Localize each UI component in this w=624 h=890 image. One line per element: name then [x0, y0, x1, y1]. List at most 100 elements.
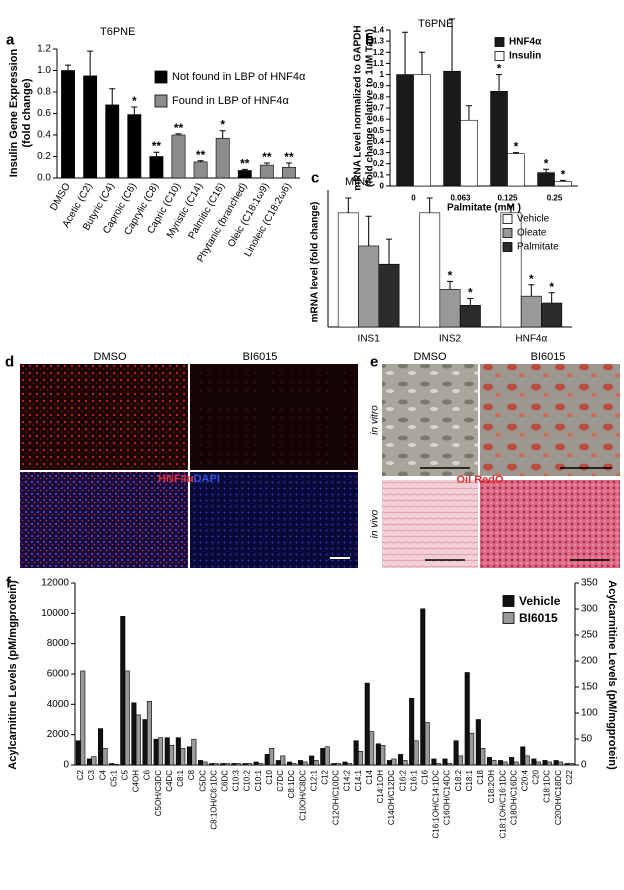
error-bar — [559, 179, 566, 182]
y-tick-label: 0.9 — [373, 81, 385, 90]
x-tick-label: C7DC — [276, 770, 285, 792]
bar — [535, 761, 541, 766]
x-tick-label: C8:1DC — [287, 770, 296, 799]
error-bar — [175, 133, 182, 135]
x-tick-label: C22 — [565, 769, 574, 784]
bar — [513, 761, 519, 766]
error-bar — [508, 205, 514, 213]
bar — [149, 156, 164, 179]
x-tick-label: 0.25 — [547, 194, 563, 203]
x-tick-label: C3 — [87, 769, 96, 780]
x-tick-label: C10OH/C8DC — [298, 770, 307, 821]
y-tick-label: 1.1 — [373, 59, 385, 68]
x-tick-label: C2 — [76, 769, 85, 780]
significance: ** — [240, 156, 250, 170]
bar — [542, 760, 548, 766]
y-tick-label: 8000 — [47, 638, 70, 649]
bar — [337, 212, 359, 328]
y-tick-label: 0.6 — [373, 115, 385, 124]
bar — [486, 757, 492, 766]
bar — [375, 743, 381, 766]
bar — [253, 761, 259, 766]
bar — [213, 763, 219, 766]
bar — [364, 682, 370, 766]
bar — [509, 757, 515, 766]
y-tick-label: 12000 — [41, 578, 69, 589]
y-tick-label: 150 — [581, 682, 598, 693]
bar — [546, 761, 552, 766]
x-tick-label: C10:2 — [243, 769, 252, 791]
y-tick-label: 200 — [581, 656, 598, 667]
x-tick-label: C8:1 — [176, 769, 185, 786]
bar — [175, 737, 181, 766]
bar — [202, 761, 208, 766]
y-axis-label: (fold change) — [21, 78, 33, 147]
y-tick-label: 0.4 — [37, 130, 51, 141]
bar — [193, 161, 208, 179]
x-tick-label: C10 — [265, 769, 274, 784]
bar — [435, 763, 441, 766]
bar — [459, 305, 481, 328]
legend-label: Found in LBP of HNF4α — [172, 95, 289, 107]
significance: * — [497, 62, 502, 76]
x-tick-label: C14:1OH — [376, 770, 385, 804]
bar — [353, 740, 359, 766]
error-bar — [197, 160, 204, 162]
y-axis-label: mRNA level (fold change) — [310, 202, 321, 323]
bar — [298, 760, 304, 766]
error-bar — [365, 215, 372, 246]
legend-label: Not found in LBP of HNF4α — [172, 71, 306, 83]
x-tick-label: 0 — [411, 194, 416, 203]
error-bar — [263, 162, 270, 166]
x-tick-label: C10:1 — [254, 769, 263, 791]
y-tick-label: 0.2 — [37, 151, 51, 162]
bar — [480, 748, 486, 766]
legend-label: Vehicle — [517, 214, 550, 225]
x-tick-label: C4DC — [165, 770, 174, 792]
bar — [386, 760, 392, 766]
legend-swatch — [502, 612, 515, 624]
bar — [378, 263, 400, 328]
x-tick-label: C16 — [421, 769, 430, 784]
bar — [409, 697, 415, 766]
bar — [131, 702, 137, 766]
x-tick-label: C18:2 — [454, 769, 463, 791]
bar — [246, 763, 252, 766]
y-tick-label: 250 — [581, 630, 598, 641]
x-tick-label: C5 — [121, 769, 130, 780]
error-bar — [285, 162, 292, 168]
legend-swatch — [502, 228, 513, 238]
bar — [402, 760, 408, 766]
legend-swatch — [154, 70, 168, 84]
column-label: BI6015 — [531, 351, 566, 363]
x-tick-label: C6DC — [221, 770, 230, 792]
bar — [431, 758, 437, 766]
y-tick-label: 10000 — [41, 608, 69, 619]
bar — [324, 746, 330, 766]
y-tick-label: 50 — [581, 734, 593, 745]
panel-letter: f — [6, 575, 12, 592]
bar — [302, 761, 308, 766]
error-bar — [241, 168, 248, 171]
bar — [309, 755, 315, 766]
bar — [420, 608, 426, 766]
error-bar — [386, 238, 392, 265]
bar — [554, 181, 572, 187]
legend-swatch — [502, 242, 513, 252]
bar — [342, 761, 348, 766]
y-tick-label: 0.3 — [373, 148, 385, 157]
y-tick-label: 0.8 — [373, 92, 385, 101]
bar — [507, 153, 525, 187]
bar — [142, 719, 148, 766]
legend-swatch — [154, 94, 168, 108]
bar — [109, 763, 115, 766]
bar — [419, 212, 441, 328]
x-tick-label: C12 — [321, 769, 330, 784]
panel-letter: d — [5, 354, 14, 371]
x-tick-label: C8:1OH/C6:1DC — [209, 770, 218, 830]
bar — [453, 740, 459, 766]
error-bar — [465, 105, 472, 121]
bar — [446, 763, 452, 766]
bar — [280, 755, 286, 766]
